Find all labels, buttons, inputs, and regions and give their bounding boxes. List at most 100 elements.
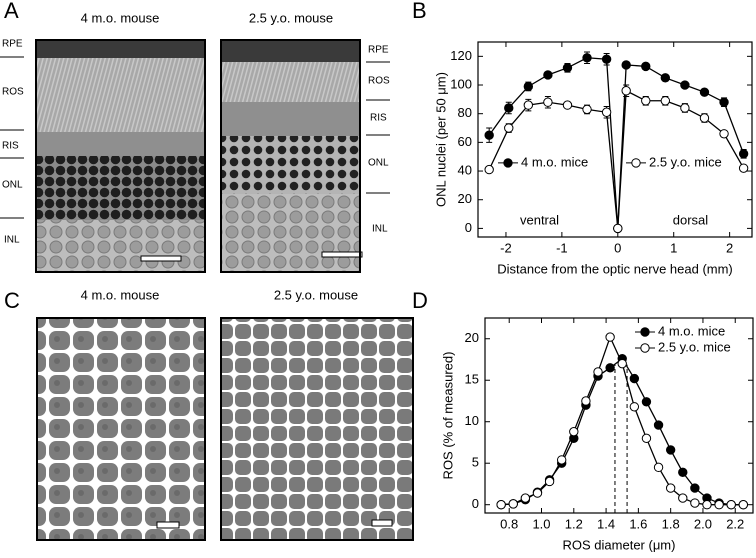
legend-marker xyxy=(640,343,650,353)
legend-label: 2.5 y.o. mice xyxy=(658,339,731,354)
micrograph xyxy=(35,39,206,273)
data-point xyxy=(665,483,676,493)
data-point xyxy=(641,61,651,72)
data-point xyxy=(556,455,567,465)
micrograph xyxy=(220,39,363,273)
data-point xyxy=(601,107,612,117)
data-point xyxy=(660,96,671,106)
layer-label: INL xyxy=(372,224,388,235)
data-point xyxy=(523,81,534,92)
data-point xyxy=(641,96,651,106)
y-axis-label: ONL nuclei (per 50 μm) xyxy=(433,72,448,207)
data-point xyxy=(719,97,729,107)
data-point xyxy=(680,103,690,113)
layer-label: ROS xyxy=(2,87,24,98)
data-point xyxy=(726,500,736,510)
data-point xyxy=(605,363,615,373)
panel-label: B xyxy=(412,0,427,23)
annotation: ventral xyxy=(520,213,559,228)
annotation: dorsal xyxy=(673,213,709,228)
data-point xyxy=(653,462,664,473)
data-point xyxy=(678,467,688,478)
layer-label: INL xyxy=(4,235,20,246)
data-point xyxy=(738,500,749,510)
data-point xyxy=(621,60,631,70)
data-point xyxy=(719,129,729,139)
micrograph-title: 4 m.o. mouse xyxy=(81,287,160,302)
layer-label: ONL xyxy=(2,180,23,191)
data-point xyxy=(484,164,494,175)
data-point xyxy=(617,358,627,369)
data-point xyxy=(601,54,612,64)
panel-label: A xyxy=(4,0,19,23)
layer-markers xyxy=(0,56,390,219)
plot-frame xyxy=(484,317,754,514)
data-point xyxy=(665,445,676,455)
micrograph xyxy=(36,317,206,541)
data-point xyxy=(690,498,700,508)
micrograph-title: 4 m.o. mouse xyxy=(81,10,160,25)
layer-label: RPE xyxy=(368,45,389,56)
series-line xyxy=(501,357,744,506)
data-point xyxy=(582,53,592,63)
layer-label: RIS xyxy=(2,141,19,152)
plot-frame xyxy=(477,41,753,238)
x-tick-label: 1.2 xyxy=(565,516,583,531)
data-point xyxy=(562,100,573,110)
legend-marker xyxy=(640,327,650,337)
x-tick-label: 1 xyxy=(670,240,677,255)
data-point xyxy=(629,402,640,412)
data-point xyxy=(629,373,640,384)
x-tick-label: -1 xyxy=(556,240,568,255)
legend-marker xyxy=(503,158,513,168)
data-point xyxy=(613,223,623,234)
data-point xyxy=(714,500,724,510)
micrograph-title: 2.5 y.o. mouse xyxy=(274,287,358,302)
data-point xyxy=(690,483,700,493)
data-point xyxy=(582,104,592,115)
y-tick-label: 0 xyxy=(465,220,472,235)
x-tick-label: 1.0 xyxy=(532,516,550,531)
panel-label: D xyxy=(412,288,428,313)
y-tick-label: 80 xyxy=(458,105,472,120)
data-point xyxy=(562,63,573,73)
data-point xyxy=(641,397,652,407)
y-tick-label: 10 xyxy=(465,413,479,428)
legend-label: 4 m.o. mice xyxy=(658,323,725,338)
x-axis-label: Distance from the optic nerve head (mm) xyxy=(497,261,733,276)
data-point xyxy=(660,73,671,83)
data-point xyxy=(738,163,749,173)
data-point xyxy=(520,493,531,503)
y-tick-label: 0 xyxy=(472,496,479,511)
data-point xyxy=(504,103,514,113)
data-point xyxy=(641,433,652,444)
data-point xyxy=(543,97,553,107)
x-tick-label: 0 xyxy=(614,240,621,255)
data-point xyxy=(702,500,712,510)
data-point xyxy=(504,123,514,133)
data-point xyxy=(581,396,591,406)
y-tick-label: 60 xyxy=(458,134,472,149)
legend-label: 2.5 y.o. mice xyxy=(649,154,722,169)
panel-label: C xyxy=(4,288,20,313)
micrograph xyxy=(220,317,414,541)
y-tick-label: 40 xyxy=(458,162,472,177)
data-point xyxy=(496,500,506,510)
data-point xyxy=(699,113,710,123)
y-axis-label: ROS (% of measured) xyxy=(440,352,455,480)
data-point xyxy=(738,149,749,159)
x-axis-label: ROS diameter (μm) xyxy=(563,537,676,552)
y-tick-label: 20 xyxy=(458,191,472,206)
data-point xyxy=(523,100,534,110)
y-tick-label: 100 xyxy=(450,76,472,91)
legend-marker xyxy=(631,158,641,168)
layer-label: ONL xyxy=(368,158,389,169)
layer-label: RIS xyxy=(370,113,387,124)
data-point xyxy=(593,367,603,377)
x-tick-label: -2 xyxy=(500,240,512,255)
y-tick-label: 5 xyxy=(472,455,479,470)
data-point xyxy=(621,86,631,96)
data-point xyxy=(508,499,518,509)
data-point xyxy=(605,332,615,342)
